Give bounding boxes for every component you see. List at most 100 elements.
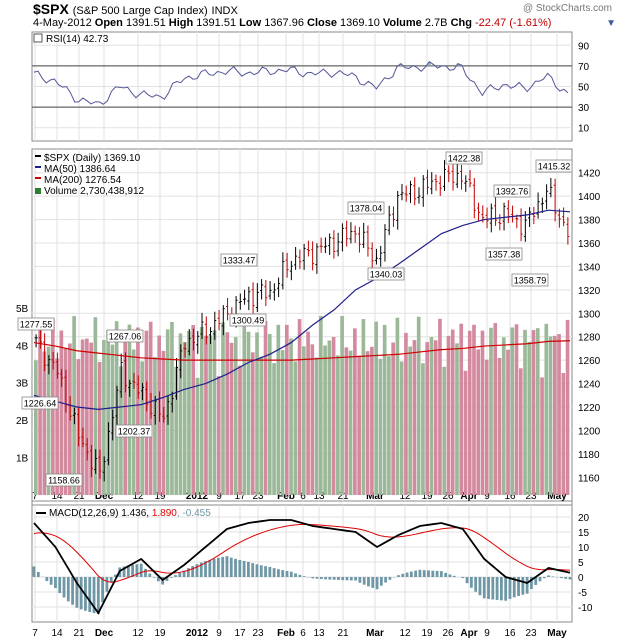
price-annotation-label: 1378.04 [350, 204, 383, 214]
macd-histogram-bar [414, 570, 418, 577]
volume-bar [331, 336, 336, 495]
macd-histogram-bar [101, 577, 105, 603]
macd-histogram-bar [182, 570, 186, 577]
macd-histogram-bar [482, 577, 486, 599]
volume-bar [510, 327, 515, 495]
x-tick-label-price: 2012 [186, 491, 209, 502]
quote-date: 4-May-2012 [33, 17, 92, 29]
x-tick-label-price: 21 [73, 491, 85, 502]
macd-histogram-bar [354, 577, 357, 581]
volume-bar [561, 372, 566, 495]
macd-histogram-bar [345, 577, 349, 581]
macd-histogram-bar [135, 564, 139, 577]
x-tick-label-macd: 23 [252, 628, 264, 639]
ma50-line [33, 209, 571, 410]
x-tick-label-price: 23 [252, 491, 264, 502]
macd-histogram-bar [302, 576, 306, 577]
volume-bar [565, 319, 570, 495]
macd-histogram-bar [431, 570, 435, 577]
macd-histogram-bar [418, 569, 422, 577]
macd-histogram-bar [435, 570, 439, 577]
price-annotation-label: 1267.06 [109, 332, 142, 342]
volume-tick-label: 1B [16, 454, 29, 465]
macd-histogram-bar [139, 563, 143, 577]
macd-histogram-bar [560, 577, 563, 579]
rsi-tick-label: 90 [578, 41, 590, 52]
macd-histogram-bar [362, 577, 366, 585]
macd-histogram-bar [384, 577, 388, 583]
macd-histogram-bar [109, 577, 113, 583]
volume-tick-label: 5B [16, 304, 29, 315]
x-tick-label-price: 12 [132, 491, 144, 502]
volume-bar [144, 330, 149, 495]
volume-bar [408, 346, 413, 495]
volume-bar [136, 327, 140, 495]
x-tick-label-macd: 12 [132, 628, 144, 639]
x-tick-label-macd: 14 [51, 628, 63, 639]
macd-tick-label: 10 [578, 543, 590, 554]
volume-bar [267, 334, 272, 495]
macd-label: MACD(12,26,9) 1.436, 1.890, -0.455 [49, 508, 211, 519]
macd-histogram-bar [517, 577, 520, 596]
volume-bar [387, 356, 391, 495]
x-tick-label-price: 17 [234, 491, 246, 502]
price-annotation-label: 1392.76 [496, 187, 529, 197]
volume-bar [391, 342, 395, 495]
macd-histogram-bar [285, 570, 289, 577]
price-annotation-box [367, 267, 405, 281]
volume-bar [85, 338, 89, 495]
x-tick-label-macd: Apr [460, 628, 477, 639]
x-tick-label-price: 9 [484, 491, 490, 502]
macd-histogram-bar [512, 577, 516, 598]
volume-bar [467, 330, 472, 495]
copyright: @ StockCharts.com [522, 3, 612, 14]
rsi-tick-label: 50 [578, 83, 590, 94]
volume-bar [250, 352, 255, 495]
macd-histogram-bar [191, 566, 195, 577]
macd-histogram-bar [229, 557, 233, 577]
high-label: High [168, 17, 194, 29]
volume-bar [293, 361, 298, 495]
volume-bar [178, 333, 183, 495]
macd-histogram-bar [66, 577, 70, 602]
price-annotation-label: 1277.55 [20, 320, 53, 330]
price-annotation-label: 1333.47 [223, 256, 256, 266]
macd-histogram-bar [397, 575, 400, 577]
volume-tick-label: 3B [16, 379, 29, 390]
macd-histogram-bar [169, 577, 173, 578]
macd-histogram-bar [422, 570, 426, 577]
volume-bar [127, 324, 132, 495]
macd-histogram-bar [388, 577, 392, 580]
volume-bar [297, 319, 302, 495]
macd-histogram-bar [371, 577, 375, 588]
high-value: 1391.51 [196, 17, 237, 29]
volume-bar [102, 340, 106, 495]
volume-bar [302, 346, 306, 495]
macd-histogram-bar [487, 577, 490, 599]
volume-label: Volume [382, 17, 422, 29]
triangle-down-icon[interactable]: ▼ [606, 18, 616, 29]
macd-histogram-bar [444, 572, 448, 577]
macd-histogram-bar [199, 562, 203, 577]
volume-bar [174, 366, 179, 495]
volume-bar [348, 350, 353, 495]
macd-histogram-bar [186, 568, 190, 577]
price-tick-label: 1200 [578, 426, 601, 437]
index-name: (S&P 500 Large Cap Index) [72, 5, 208, 17]
macd-histogram-bar [521, 577, 525, 595]
volume-bar [506, 349, 510, 495]
quote-line: 4-May-2012 Open 1391.51 High 1391.51 Low… [33, 17, 551, 29]
volume-bar [540, 377, 544, 495]
macd-histogram-bar [452, 575, 456, 577]
volume-bar [442, 366, 447, 495]
x-tick-label-macd: 21 [337, 628, 349, 639]
macd-histogram-bar [62, 577, 66, 598]
volume-bar [306, 331, 310, 495]
macd-histogram-bar [311, 577, 315, 579]
volume-bar [544, 323, 549, 495]
macd-tick-label: 20 [578, 513, 590, 524]
price-annotation-box [511, 273, 549, 287]
x-tick-label-macd: 13 [313, 628, 325, 639]
macd-histogram-bar [49, 577, 53, 585]
volume-bar [276, 324, 281, 495]
